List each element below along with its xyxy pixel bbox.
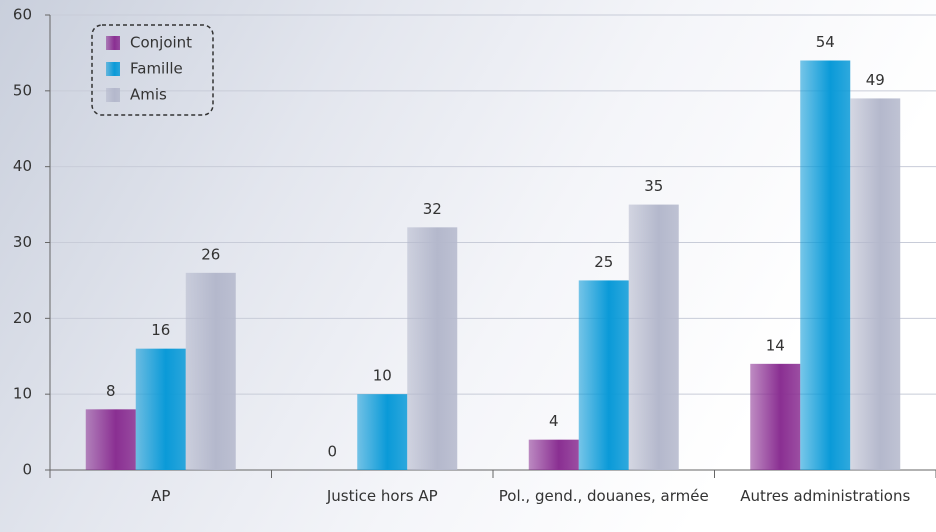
value-label: 32 xyxy=(423,200,442,218)
value-label: 54 xyxy=(816,33,835,51)
y-tick-label: 50 xyxy=(13,81,32,99)
y-tick-label: 40 xyxy=(13,157,32,175)
bar xyxy=(407,227,458,470)
x-tick-label: Autres administrations xyxy=(740,487,911,505)
bar xyxy=(357,394,408,470)
legend-swatch xyxy=(106,36,120,50)
y-tick-label: 60 xyxy=(13,6,32,24)
bar xyxy=(85,409,136,470)
legend-box xyxy=(91,24,214,116)
value-label: 16 xyxy=(151,321,170,339)
bar xyxy=(185,272,236,470)
y-tick-label: 20 xyxy=(13,309,32,327)
x-tick-label: AP xyxy=(151,487,171,505)
y-tick-label: 10 xyxy=(13,385,32,403)
value-label: 35 xyxy=(644,177,663,195)
value-label: 25 xyxy=(594,253,613,271)
bar xyxy=(628,204,679,471)
bar xyxy=(850,98,901,471)
y-tick-label: 30 xyxy=(13,233,32,251)
x-tick-label: Pol., gend., douanes, armée xyxy=(498,487,709,505)
value-label: 26 xyxy=(201,245,220,263)
value-label: 8 xyxy=(106,382,116,400)
value-label: 4 xyxy=(549,412,559,430)
bar xyxy=(800,60,851,470)
legend-label: Famille xyxy=(130,60,183,78)
legend-swatch xyxy=(106,88,120,102)
value-label: 10 xyxy=(373,367,392,385)
bar xyxy=(135,348,186,470)
legend-label: Amis xyxy=(130,86,167,104)
bar xyxy=(750,363,801,470)
bar xyxy=(528,439,579,470)
legend-label: Conjoint xyxy=(130,34,192,52)
bar xyxy=(578,280,629,470)
x-tick-label: Justice hors AP xyxy=(326,487,438,505)
value-label: 0 xyxy=(327,443,337,461)
y-tick-label: 0 xyxy=(22,461,32,479)
legend-swatch xyxy=(106,62,120,76)
value-label: 49 xyxy=(866,71,885,89)
value-label: 14 xyxy=(766,336,785,354)
